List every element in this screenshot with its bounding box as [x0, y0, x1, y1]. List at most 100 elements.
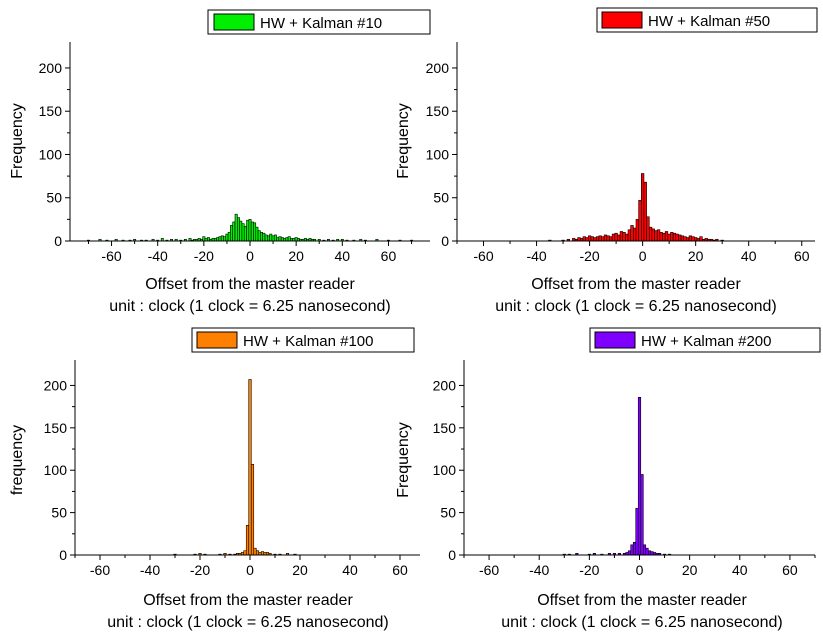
histogram-bar: [609, 236, 613, 242]
histogram-bar: [260, 551, 265, 556]
y-axis-label: Frequency: [9, 103, 26, 179]
histogram-bar: [590, 236, 594, 242]
legend-swatch: [196, 331, 238, 349]
histogram-bar: [632, 541, 637, 556]
histogram-bar: [672, 232, 677, 242]
x-tick-label: -60: [101, 248, 121, 264]
histogram-bar: [640, 474, 644, 556]
y-tick-label: 50: [51, 505, 67, 521]
histogram-bar: [248, 219, 252, 242]
y-tick-label: 50: [433, 190, 449, 206]
histogram-bar: [262, 232, 266, 242]
y-tick-label: 200: [44, 377, 68, 393]
histogram-bar: [691, 236, 695, 242]
histogram-bar: [207, 237, 210, 242]
x-tick-label: 20: [288, 248, 304, 264]
histogram-bar: [630, 225, 634, 242]
y-axis-label: Frequency: [395, 103, 412, 179]
x-tick-label: -60: [473, 248, 493, 264]
x-tick-label: -40: [148, 248, 168, 264]
histogram-bar: [237, 217, 240, 242]
x-tick-label: 0: [246, 248, 254, 264]
x-tick-label: 60: [392, 562, 408, 578]
histogram-bar: [227, 232, 231, 242]
y-tick-label: 0: [59, 547, 67, 563]
x-tick-label: -40: [526, 248, 546, 264]
y-tick-label: 100: [433, 462, 457, 478]
histogram-bar: [648, 226, 653, 242]
y-axis-label: frequency: [9, 425, 26, 495]
histogram-panel-kalman-50: HW + Kalman #50 0 50 100 150 200 -60 -40 -20 0 20…: [390, 0, 823, 320]
y-tick-label: 0: [448, 547, 456, 563]
x-tick-label: 60: [381, 248, 397, 264]
y-tick-label: 100: [426, 146, 450, 162]
histogram-bar: [617, 234, 621, 242]
histogram-bar: [654, 230, 658, 242]
y-tick-label: 200: [433, 377, 457, 393]
histogram-bar: [593, 237, 597, 242]
y-tick-label: 0: [441, 233, 449, 249]
y-axis-label: Frequency: [395, 422, 412, 498]
histogram-bar: [627, 550, 632, 556]
legend-label: HW + Kalman #200: [641, 333, 771, 350]
histogram-bar: [582, 236, 586, 242]
x-axis-label: Offset from the master reader: [531, 276, 741, 293]
histogram-bar: [248, 379, 252, 556]
histogram-bar: [250, 463, 255, 556]
histogram-bar: [243, 225, 247, 242]
histogram-bar: [223, 236, 227, 242]
histogram-bar: [257, 230, 261, 242]
histogram-bar: [218, 236, 222, 242]
histogram-bar: [273, 234, 277, 242]
legend-label: HW + Kalman #100: [243, 333, 373, 350]
histogram-bar: [202, 236, 206, 242]
legend-label: HW + Kalman #50: [648, 13, 770, 30]
x-tick-label: 20: [688, 248, 704, 264]
legend-label: HW + Kalman #10: [260, 15, 382, 32]
histogram-bar: [245, 525, 250, 556]
x-tick-label: -20: [579, 562, 599, 578]
histogram-bar: [641, 173, 645, 242]
histogram-bar: [694, 237, 698, 242]
histogram-bar: [241, 223, 245, 242]
y-tick-label: 150: [44, 420, 68, 436]
histogram-bar: [622, 232, 626, 242]
histogram-bar: [595, 236, 600, 242]
histogram-bar: [688, 235, 692, 242]
chart-svg: HW + Kalman #10 0 50 100 150 200 -60 -40 -20 0 20…: [9, 9, 431, 315]
histogram-bar: [686, 237, 690, 242]
histogram-bar: [269, 233, 273, 242]
histogram-bar: [635, 508, 639, 556]
legend-swatch: [213, 13, 255, 31]
histogram-bar: [280, 237, 284, 242]
histogram-bar: [577, 237, 581, 242]
histogram-bar: [651, 228, 655, 242]
histogram-bar: [598, 235, 602, 242]
histogram-bar: [216, 237, 220, 242]
histogram-bar: [625, 233, 629, 242]
y-tick-label: 200: [39, 60, 63, 76]
histogram-bar: [243, 550, 247, 556]
y-tick-label: 150: [39, 103, 63, 119]
histogram-panel-kalman-100: HW + Kalman #100 0 50 100 150 200 -60 -40 -20 0 2…: [0, 320, 426, 634]
x-tick-label: -20: [190, 562, 210, 578]
y-tick-label: 200: [426, 60, 450, 76]
x-tick-label: -60: [90, 562, 110, 578]
histogram-bar: [678, 234, 682, 242]
histogram-bar: [278, 236, 282, 242]
histogram-bar: [675, 233, 679, 242]
histogram-bar: [603, 234, 608, 242]
histogram-panel-kalman-200: HW + Kalman #200 0 50 100 150 200 -60 -40 -20 0 2…: [390, 320, 823, 634]
x-axis-unit-note: unit : clock (1 clock = 6.25 nanosecond): [107, 614, 389, 631]
legend-swatch: [601, 11, 643, 29]
x-tick-label: 60: [794, 248, 810, 264]
x-tick-label: 0: [636, 562, 644, 578]
histogram-bar: [664, 231, 669, 242]
y-tick-label: 100: [44, 462, 68, 478]
histogram-bar: [246, 219, 250, 242]
x-tick-label: 0: [246, 562, 254, 578]
histogram-bar: [220, 235, 224, 242]
histogram-bar: [645, 547, 649, 556]
y-tick-label: 100: [39, 146, 63, 162]
histogram-bar: [264, 234, 268, 242]
